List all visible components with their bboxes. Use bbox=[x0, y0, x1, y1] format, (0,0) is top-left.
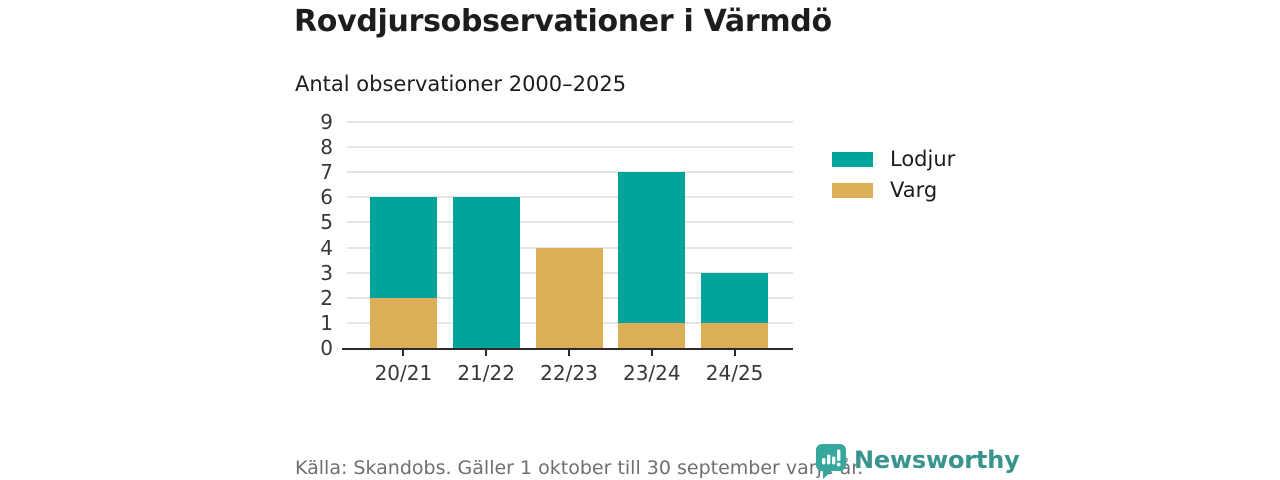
legend-label-varg: Varg bbox=[890, 178, 938, 202]
bar-segment-varg-22/23 bbox=[535, 247, 603, 348]
x-axis-tick bbox=[733, 350, 736, 356]
bar-segment-varg-23/24 bbox=[618, 322, 686, 348]
y-axis-tick-label: 5 bbox=[320, 210, 333, 235]
y-axis-tick-label: 4 bbox=[320, 235, 333, 260]
source-note: Källa: Skandobs. Gäller 1 oktober till 3… bbox=[295, 457, 864, 479]
x-axis-tick bbox=[485, 350, 488, 356]
x-axis-tick bbox=[650, 350, 653, 356]
bar-segment-lodjur-20/21 bbox=[369, 197, 437, 298]
chart-legend: Lodjur Varg bbox=[832, 144, 955, 206]
legend-item-lodjur: Lodjur bbox=[832, 144, 955, 175]
gridline bbox=[347, 196, 793, 199]
newsworthy-logo: Newsworthy bbox=[815, 443, 1020, 479]
x-axis-tick-label: 21/22 bbox=[457, 361, 515, 385]
newsworthy-wordmark: Newsworthy bbox=[854, 446, 1020, 474]
x-axis-tick-label: 24/25 bbox=[705, 361, 764, 385]
x-axis-tick-label: 23/24 bbox=[622, 361, 681, 385]
y-axis-tick-label: 0 bbox=[320, 336, 333, 360]
plot-area: 0 1 2 3 4 5 6 7 8 9 20/21 21/22 22/23 23/24 24/25 bbox=[320, 112, 793, 385]
y-axis-tick-label: 1 bbox=[320, 310, 333, 335]
chart-subtitle: Antal observationer 2000–2025 bbox=[295, 72, 627, 96]
lodjur-swatch bbox=[832, 152, 873, 167]
gridline bbox=[347, 171, 793, 174]
newsworthy-bubble-icon bbox=[815, 444, 846, 479]
y-axis-tick-label: 2 bbox=[320, 285, 333, 310]
x-axis-tick bbox=[402, 350, 405, 356]
bar-segment-varg-20/21 bbox=[369, 297, 437, 348]
y-axis-tick-label: 8 bbox=[320, 135, 333, 160]
y-axis-tick-label: 7 bbox=[320, 160, 333, 185]
varg-swatch bbox=[832, 183, 873, 198]
bar-segment-lodjur-24/25 bbox=[701, 272, 769, 323]
x-axis-tick-label: 20/21 bbox=[374, 361, 433, 385]
bar-segment-lodjur-21/22 bbox=[452, 197, 520, 348]
y-axis-tick-label: 9 bbox=[320, 110, 333, 134]
x-axis-line bbox=[342, 348, 793, 350]
legend-item-varg: Varg bbox=[832, 175, 955, 206]
bar-segment-varg-24/25 bbox=[701, 322, 769, 348]
x-axis-tick-label: 22/23 bbox=[540, 361, 598, 385]
gridline bbox=[347, 221, 793, 224]
legend-label-lodjur: Lodjur bbox=[890, 147, 956, 171]
gridline bbox=[347, 121, 793, 123]
gridline bbox=[347, 246, 793, 249]
y-axis-tick-label: 3 bbox=[320, 260, 333, 285]
chart-title: Rovdjursobservationer i Värmdö bbox=[294, 4, 832, 39]
bar-segment-lodjur-23/24 bbox=[618, 172, 686, 323]
y-axis-tick-label: 6 bbox=[320, 185, 333, 210]
gridline bbox=[347, 146, 793, 149]
x-axis-tick bbox=[568, 350, 570, 356]
